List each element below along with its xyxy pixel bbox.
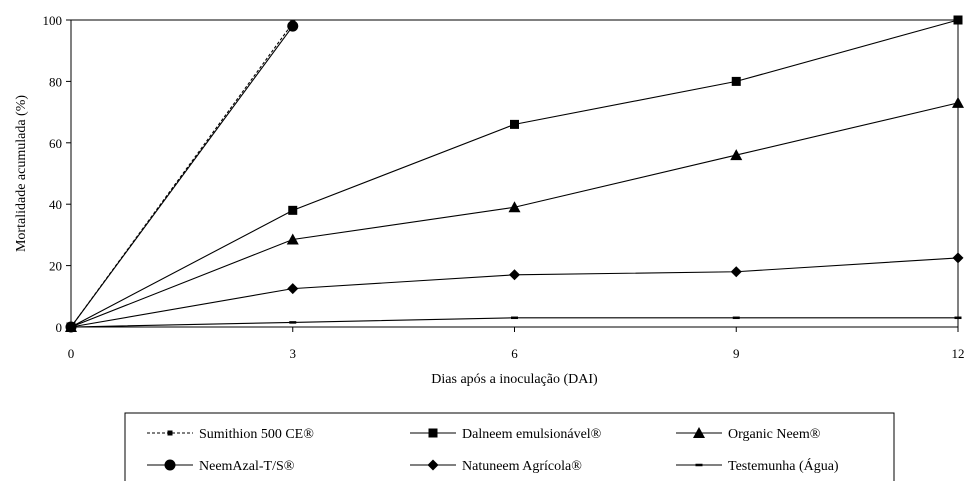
legend-marker xyxy=(428,428,438,438)
series-2 xyxy=(65,96,964,332)
legend-label: Dalneem emulsionável® xyxy=(462,427,602,442)
x-tick-label: 3 xyxy=(290,346,297,361)
series-line xyxy=(70,317,958,328)
legend-marker xyxy=(427,459,439,471)
legend-marker xyxy=(693,427,705,438)
legend-item: Sumithion 500 CE® xyxy=(147,427,314,442)
y-tick-label: 20 xyxy=(49,259,62,274)
legend-marker xyxy=(167,430,173,436)
data-point xyxy=(508,201,521,213)
series-5 xyxy=(67,316,962,329)
legend-box xyxy=(124,412,895,481)
legend-label: Organic Neem® xyxy=(728,427,821,442)
data-point xyxy=(510,119,519,129)
series-3 xyxy=(65,20,299,333)
axes: 0 20 40 60 80 100 0 3 6 9 12 Dias após a inoculação… xyxy=(14,13,965,387)
data-point xyxy=(952,252,964,264)
legend-item: Natuneem Agrícola® xyxy=(410,459,582,474)
y-tick-label: 80 xyxy=(49,74,62,89)
legend-label: NeemAzal-T/S® xyxy=(199,459,295,474)
legend: Sumithion 500 CE® Dalneem emulsionável® Or… xyxy=(124,412,895,481)
y-tick-label: 0 xyxy=(56,320,63,335)
x-tick-label: 0 xyxy=(68,346,75,361)
data-point xyxy=(730,266,742,278)
legend-item: Dalneem emulsionável® xyxy=(410,427,602,442)
data-point xyxy=(730,149,743,161)
data-point xyxy=(509,269,520,281)
data-point xyxy=(288,205,298,215)
legend-marker xyxy=(164,459,176,471)
series-1 xyxy=(66,15,963,332)
data-point xyxy=(287,283,299,295)
data-point xyxy=(952,96,964,108)
legend-label: Testemunha (Água) xyxy=(728,457,839,474)
x-tick-label: 9 xyxy=(733,346,740,361)
y-tick-label: 100 xyxy=(43,13,63,28)
legend-item: Organic Neem® xyxy=(676,427,821,442)
data-point xyxy=(953,15,963,25)
data-point xyxy=(287,20,299,32)
legend-label: Natuneem Agrícola® xyxy=(462,459,582,474)
series-line xyxy=(70,102,959,328)
legend-item: Testemunha (Água) xyxy=(676,457,839,474)
legend-label: Sumithion 500 CE® xyxy=(199,427,314,442)
y-tick-label: 40 xyxy=(49,197,62,212)
x-tick-label: 6 xyxy=(511,346,518,361)
x-axis-title: Dias após a inoculação (DAI) xyxy=(431,372,598,387)
y-tick-label: 60 xyxy=(49,136,62,151)
y-axis-title: Mortalidade acumulada (%) xyxy=(14,95,29,252)
series-line xyxy=(70,19,959,328)
series-layer xyxy=(65,15,964,333)
data-point xyxy=(731,76,741,86)
legend-item: NeemAzal-T/S® xyxy=(147,459,295,474)
x-tick-label: 12 xyxy=(952,346,965,361)
series-4 xyxy=(65,252,964,333)
data-point xyxy=(286,233,299,245)
series-line xyxy=(70,25,294,328)
